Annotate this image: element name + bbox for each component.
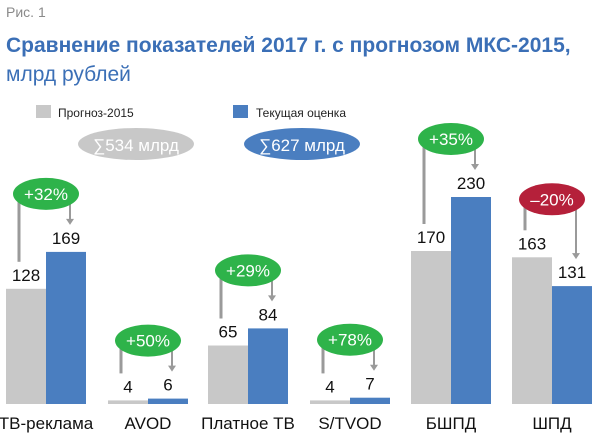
value-label-forecast: 4 bbox=[123, 377, 132, 396]
legend-swatch-forecast bbox=[36, 105, 51, 118]
category-label: S/TVOD bbox=[318, 414, 381, 433]
bar-forecast bbox=[208, 345, 248, 404]
value-label-forecast: 128 bbox=[12, 266, 40, 285]
value-label-forecast: 65 bbox=[219, 323, 238, 342]
bar-current bbox=[350, 397, 390, 404]
change-label: –20% bbox=[530, 190, 573, 209]
value-label-current: 7 bbox=[365, 375, 374, 394]
bar-current bbox=[148, 398, 188, 404]
bar-current bbox=[46, 251, 86, 404]
change-bubble bbox=[519, 183, 585, 216]
category-label: AVOD bbox=[125, 414, 172, 433]
value-label-current: 169 bbox=[52, 229, 80, 248]
value-label-current: 6 bbox=[163, 376, 172, 395]
forecast-total-label: ∑534 млрд bbox=[93, 136, 179, 155]
bar-forecast bbox=[108, 400, 148, 404]
value-label-forecast: 163 bbox=[518, 234, 546, 253]
change-bubble bbox=[317, 323, 383, 356]
change-bubble bbox=[115, 324, 181, 357]
figure-label: Рис. 1 bbox=[6, 4, 46, 20]
category-label: БШПД bbox=[426, 414, 477, 433]
value-label-current: 131 bbox=[558, 263, 586, 282]
change-label: +32% bbox=[24, 185, 68, 204]
current-total-bubble bbox=[244, 128, 360, 160]
bar-current bbox=[248, 328, 288, 404]
change-label: +78% bbox=[328, 331, 372, 350]
legend-label-forecast: Прогноз-2015 bbox=[58, 106, 134, 120]
value-label-current: 230 bbox=[457, 174, 485, 193]
category-label: Платное ТВ bbox=[201, 414, 295, 433]
bar-forecast bbox=[6, 288, 46, 404]
bars: 128 169 ТВ-реклама +32% 4 6 AVOD +50% 65 84 Платно… bbox=[0, 123, 592, 433]
change-bubble bbox=[418, 123, 484, 155]
bar-current bbox=[451, 197, 491, 404]
value-label-current: 84 bbox=[259, 305, 278, 324]
change-label: +50% bbox=[126, 332, 170, 351]
change-arrowhead bbox=[66, 218, 74, 225]
category-label: ТВ-реклама bbox=[0, 414, 94, 433]
forecast-total-bubble bbox=[78, 128, 194, 160]
change-arrowhead bbox=[168, 365, 176, 372]
bar-forecast bbox=[411, 251, 451, 404]
change-arrowhead bbox=[471, 164, 479, 170]
change-arrowhead bbox=[268, 295, 276, 302]
change-arrowhead bbox=[572, 253, 580, 260]
bar-forecast bbox=[512, 257, 552, 404]
change-arrowhead bbox=[370, 364, 378, 371]
chart-subtitle: млрд рублей bbox=[6, 63, 131, 86]
bar-forecast bbox=[310, 400, 350, 404]
legend: Прогноз-2015 Текущая оценка bbox=[36, 105, 346, 120]
value-label-forecast: 4 bbox=[325, 377, 334, 396]
change-label: +29% bbox=[226, 261, 270, 280]
value-label-forecast: 170 bbox=[417, 228, 445, 247]
legend-swatch-current bbox=[233, 105, 248, 118]
bar-current bbox=[552, 286, 592, 404]
chart-title: Сравнение показателей 2017 г. с прогнозо… bbox=[6, 34, 571, 57]
totals: ∑534 млрд ∑627 млрд bbox=[78, 128, 360, 160]
current-total-label: ∑627 млрд bbox=[259, 136, 345, 155]
change-bubble bbox=[13, 177, 79, 210]
category-label: ШПД bbox=[532, 414, 572, 433]
change-label: +35% bbox=[429, 130, 473, 149]
legend-label-current: Текущая оценка bbox=[256, 106, 346, 120]
change-bubble bbox=[215, 254, 281, 287]
